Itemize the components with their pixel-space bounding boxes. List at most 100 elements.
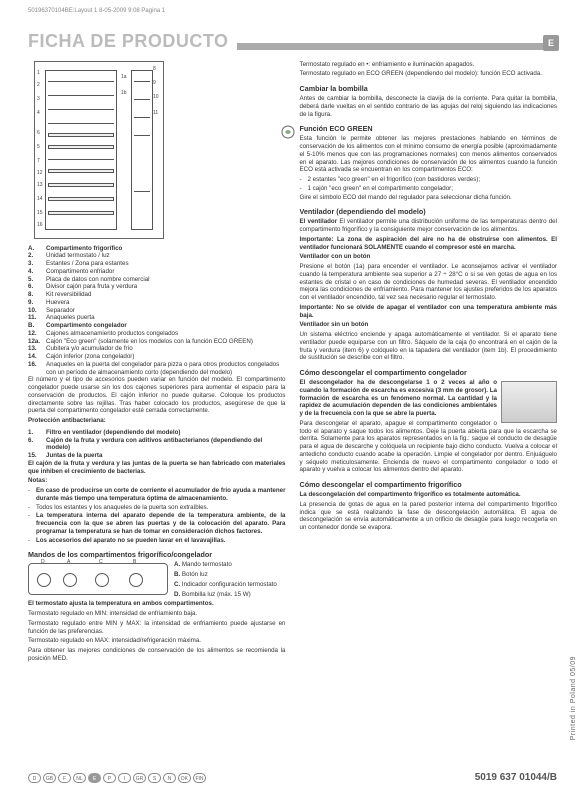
footer-lang: FIN	[193, 773, 206, 783]
part-num: 6.	[28, 283, 46, 291]
nota-row: -En caso de producirse un corte de corri…	[28, 487, 286, 503]
dash: -	[300, 185, 308, 193]
part-row: B.Compartimento congelador	[28, 322, 286, 330]
nota-text: Todos los estantes y los anaqueles de la…	[36, 504, 286, 512]
diagram-label: 11	[153, 110, 158, 116]
part-num: 12.	[28, 330, 46, 338]
prot-row: 15.Juntas de la puerta	[28, 452, 286, 460]
nota-text: La temperatura interna del aparato depen…	[36, 512, 286, 535]
part-num: 3.	[28, 260, 46, 268]
control-label: C	[99, 559, 103, 565]
diagram-label: 14	[37, 196, 43, 202]
part-text: Anaqueles en la puerta del congelador pa…	[46, 361, 286, 377]
part-num: 9.	[28, 299, 46, 307]
part-num: 10.	[28, 307, 46, 315]
part-row: 8.Kit reversibilidad	[28, 291, 286, 299]
prot-text: Filtro en ventilador (dependiendo del mo…	[46, 429, 286, 437]
footer-lang: D	[28, 773, 41, 783]
control-diagram: DACB	[28, 563, 168, 595]
nota-row: -Todos los estantes y los anaqueles de l…	[28, 504, 286, 512]
footer-code: 5019 637 01044/B	[475, 772, 557, 785]
nota-text: Los accesorios del aparato no se pueden …	[36, 537, 286, 545]
prot-row: 1.Filtro en ventilador (dependiendo del …	[28, 429, 286, 437]
vent-imp2: Importante: No se olvide de apagar el ve…	[300, 304, 558, 320]
part-text: Anaqueles puerta	[46, 314, 286, 322]
part-text: Compartimento congelador	[46, 322, 286, 330]
eco-list: -2 estantes "eco green" en el frigorífic…	[300, 176, 558, 193]
col2-top2: Termostato regulado en ECO GREEN (depend…	[300, 70, 558, 78]
mandos-legend: A. Mando termostatoB. Botón luzC. Indica…	[174, 561, 286, 600]
mando-item: A. Mando termostato	[174, 561, 286, 569]
page-title: FICHA DE PRODUCTO	[28, 30, 229, 53]
part-num: 4.	[28, 268, 46, 276]
part-num: 8.	[28, 291, 46, 299]
eco-section: Función ECO GREEN	[300, 124, 558, 133]
eco-head: Función ECO GREEN	[300, 124, 558, 133]
mandos-head: Mandos de los compartimentos frigorífico…	[28, 550, 286, 559]
part-text: Separador	[46, 307, 286, 315]
drawer-note: El cajón de la fruta y verdura y las jun…	[28, 460, 286, 476]
part-text: Placa de datos con nombre comercial	[46, 276, 286, 284]
prot-num: 6.	[28, 437, 46, 453]
dash: -	[300, 176, 308, 184]
part-text: Cajón "Eco green" (solamente en los mode…	[46, 338, 286, 346]
notas-head: Notas:	[28, 477, 286, 485]
part-num: 5.	[28, 276, 46, 284]
part-text: Estantes / Zona para estantes	[46, 260, 286, 268]
footer: DGBFNLEPIGRSNDKFIN 5019 637 01044/B	[28, 772, 557, 785]
print-header: 50196370104BE:Layout 1 8-05-2009 9:08 Pa…	[28, 8, 165, 16]
descong-frig-head: Cómo descongelar el compartimento frigor…	[300, 480, 558, 489]
col2-top1: Termostato regulado en •: enfriamiento e…	[300, 61, 558, 69]
part-text: Cajón inferior (zona congelador)	[46, 353, 286, 361]
descong2: Para descongelar el aparato, apague el c…	[300, 420, 558, 474]
part-row: 16.Anaqueles en la puerta del congelador…	[28, 361, 286, 377]
diagram-label: 12	[37, 170, 43, 176]
therm5: Para obtener las mejores condiciones de …	[28, 647, 286, 663]
diagram-label: 9	[153, 80, 156, 86]
title-row: FICHA DE PRODUCTO E	[28, 30, 557, 53]
vent2: Presione el botón (1a) para encender el …	[300, 263, 558, 302]
part-text: Cajones almacenamiento productos congela…	[46, 330, 286, 338]
part-row: 4.Compartimento enfriador	[28, 268, 286, 276]
part-num: 2.	[28, 252, 46, 260]
footer-lang: DK	[178, 773, 191, 783]
part-text: Compartimento enfriador	[46, 268, 286, 276]
vent-sub2: Ventilador sin un botón	[300, 321, 558, 329]
therm4: Termostato regulado en MAX: intensidad/r…	[28, 637, 286, 645]
footer-lang: GR	[133, 773, 146, 783]
part-row: 13.Cubitera y/o acumulador de frío	[28, 345, 286, 353]
eco-item-text: 1 cajón "eco green" en el compartimento …	[308, 185, 558, 193]
control-label: A	[67, 559, 70, 565]
mando-item: C. Indicador configuración termostato	[174, 581, 286, 589]
vent-imp1: Importante: La zona de aspiración del ai…	[300, 236, 558, 252]
part-row: 11.Anaqueles puerta	[28, 314, 286, 322]
dash: -	[28, 504, 36, 512]
diagram-label: 15	[37, 210, 43, 216]
part-row: 2.Unidad termostato / luz	[28, 252, 286, 260]
diagram-side	[131, 70, 153, 230]
part-num: A.	[28, 245, 46, 253]
therm2: Termostato regulado en MIN: intensidad d…	[28, 610, 286, 618]
part-row: 14.Cajón inferior (zona congelador)	[28, 353, 286, 361]
lang-badge: E	[543, 35, 559, 51]
footer-lang: N	[163, 773, 176, 783]
prot-text: Juntas de la puerta	[46, 452, 286, 460]
diagram-label: 3	[37, 96, 40, 102]
diagram-front	[45, 70, 117, 230]
dash: -	[28, 512, 36, 535]
vent1: El ventilador El ventilador permite una …	[300, 218, 558, 234]
part-row: 10.Separador	[28, 307, 286, 315]
eco-item: -1 cajón "eco green" en el compartimento…	[300, 185, 558, 193]
protection-list: 1.Filtro en ventilador (dependiendo del …	[28, 429, 286, 460]
footer-lang: E	[88, 773, 101, 783]
vent-sub1: Ventilador con un botón	[300, 253, 558, 261]
bombilla-txt: Antes de cambiar la bombilla, desconecte…	[300, 95, 558, 118]
vent3: Un sistema eléctrico enciende y apaga au…	[300, 331, 558, 362]
dash: -	[28, 487, 36, 503]
footer-lang: S	[148, 773, 161, 783]
nota-row: -La temperatura interna del aparato depe…	[28, 512, 286, 535]
eco-txt: Esta función le permite obtener las mejo…	[300, 135, 558, 174]
defrost-image	[501, 381, 557, 423]
notas-list: -En caso de producirse un corte de corri…	[28, 487, 286, 544]
part-row: 12.Cajones almacenamiento productos cong…	[28, 330, 286, 338]
